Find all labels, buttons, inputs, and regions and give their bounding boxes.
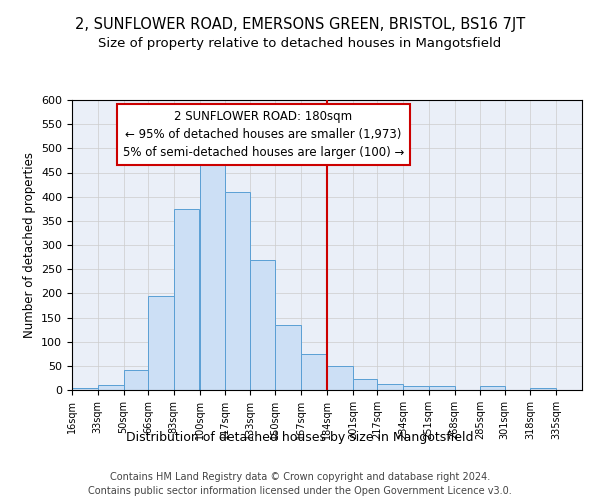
Bar: [481, 386, 505, 390]
Bar: [428, 386, 455, 390]
Text: 2, SUNFLOWER ROAD, EMERSONS GREEN, BRISTOL, BS16 7JT: 2, SUNFLOWER ROAD, EMERSONS GREEN, BRIST…: [75, 18, 525, 32]
Bar: [124, 370, 148, 390]
Text: 2 SUNFLOWER ROAD: 180sqm
← 95% of detached houses are smaller (1,973)
5% of semi: 2 SUNFLOWER ROAD: 180sqm ← 95% of detach…: [122, 110, 404, 158]
Text: Contains HM Land Registry data © Crown copyright and database right 2024.: Contains HM Land Registry data © Crown c…: [110, 472, 490, 482]
Bar: [530, 388, 556, 390]
Bar: [353, 380, 377, 390]
Bar: [327, 366, 353, 390]
Text: Contains public sector information licensed under the Open Government Licence v3: Contains public sector information licen…: [88, 486, 512, 496]
Bar: [301, 354, 327, 390]
Bar: [226, 192, 250, 390]
Bar: [98, 385, 124, 390]
Y-axis label: Number of detached properties: Number of detached properties: [23, 152, 35, 338]
Bar: [377, 384, 403, 390]
Bar: [72, 388, 98, 390]
Bar: [275, 325, 301, 390]
Bar: [148, 296, 173, 390]
Text: Distribution of detached houses by size in Mangotsfield: Distribution of detached houses by size …: [126, 431, 474, 444]
Bar: [199, 153, 226, 390]
Text: Size of property relative to detached houses in Mangotsfield: Size of property relative to detached ho…: [98, 38, 502, 51]
Bar: [403, 386, 428, 390]
Bar: [250, 260, 275, 390]
Bar: [173, 209, 199, 390]
